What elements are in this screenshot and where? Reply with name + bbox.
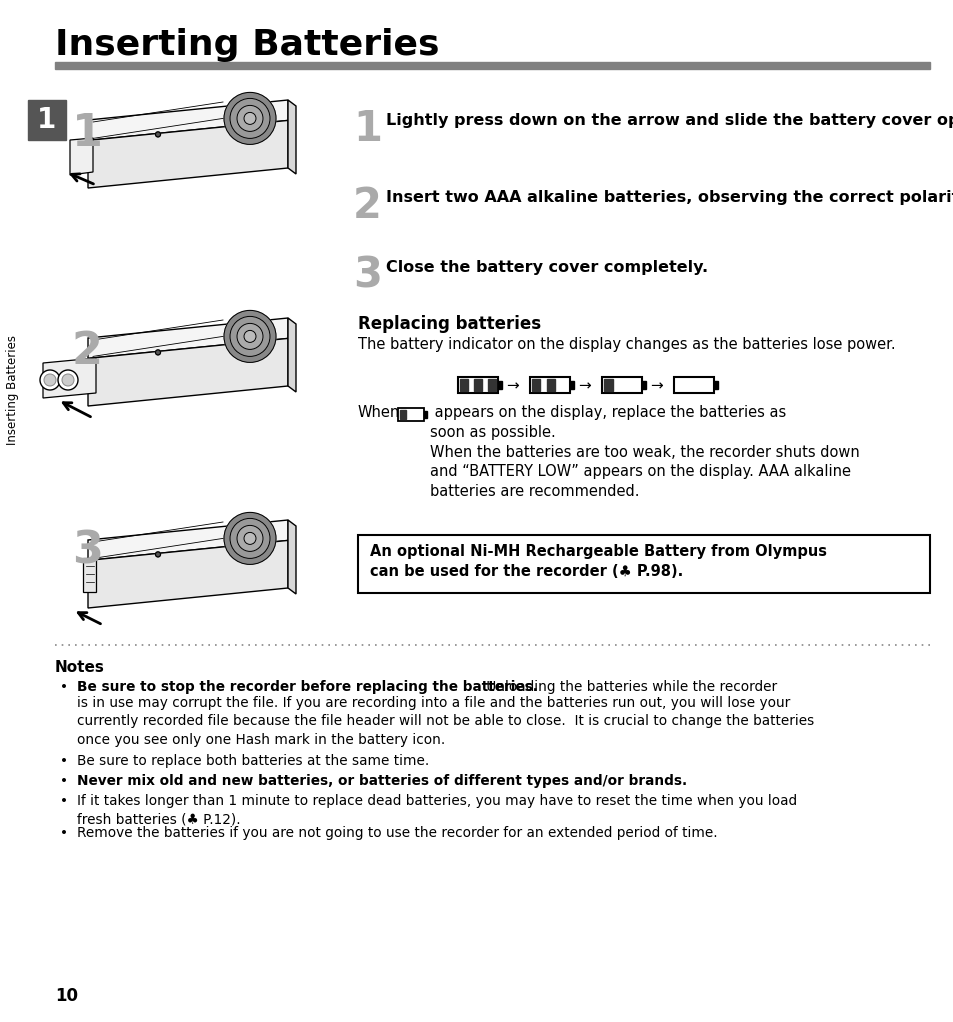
- Bar: [397, 408, 423, 421]
- Bar: [532, 379, 539, 391]
- Bar: [459, 379, 468, 391]
- Text: →: →: [578, 378, 590, 393]
- Text: 1: 1: [71, 112, 103, 155]
- Bar: [28, 100, 66, 140]
- Text: Remove the batteries if you are not going to use the recorder for an extended pe: Remove the batteries if you are not goin…: [77, 826, 717, 840]
- Text: Be sure to replace both batteries at the same time.: Be sure to replace both batteries at the…: [77, 754, 429, 768]
- Bar: [530, 377, 569, 393]
- Polygon shape: [88, 100, 288, 140]
- Bar: [603, 379, 612, 391]
- Text: Insert two AAA alkaline batteries, observing the correct polarity.: Insert two AAA alkaline batteries, obser…: [386, 190, 953, 205]
- Circle shape: [244, 112, 255, 125]
- Text: 3: 3: [71, 530, 103, 573]
- Text: •: •: [60, 826, 68, 840]
- Text: Inserting Batteries: Inserting Batteries: [7, 335, 19, 445]
- Text: Unloading the batteries while the recorder: Unloading the batteries while the record…: [481, 680, 777, 694]
- Text: is in use may corrupt the file. If you are recording into a file and the batteri: is in use may corrupt the file. If you a…: [77, 696, 814, 747]
- Text: If it takes longer than 1 minute to replace dead batteries, you may have to rese: If it takes longer than 1 minute to repl…: [77, 794, 797, 827]
- Polygon shape: [288, 318, 295, 392]
- Circle shape: [236, 323, 263, 350]
- Circle shape: [62, 374, 74, 386]
- Circle shape: [58, 370, 78, 390]
- Text: Replacing batteries: Replacing batteries: [357, 315, 540, 333]
- Bar: [601, 377, 641, 393]
- Circle shape: [230, 98, 270, 138]
- Circle shape: [155, 552, 160, 557]
- Bar: [569, 381, 574, 389]
- Text: →: →: [649, 378, 662, 393]
- Bar: [497, 381, 501, 389]
- Bar: [547, 379, 555, 391]
- Circle shape: [244, 330, 255, 342]
- Bar: [474, 379, 481, 391]
- Polygon shape: [43, 358, 96, 398]
- Circle shape: [44, 374, 56, 386]
- Text: →: →: [505, 378, 518, 393]
- Circle shape: [224, 311, 275, 363]
- Polygon shape: [88, 541, 288, 608]
- Bar: [399, 410, 406, 419]
- Circle shape: [230, 317, 270, 357]
- Polygon shape: [88, 520, 288, 560]
- Circle shape: [155, 350, 160, 355]
- Polygon shape: [88, 338, 288, 406]
- Text: appears on the display, replace the batteries as
soon as possible.
When the batt: appears on the display, replace the batt…: [430, 405, 859, 499]
- Bar: [423, 411, 427, 418]
- Text: 1: 1: [37, 106, 56, 134]
- Text: •: •: [60, 774, 68, 788]
- Text: •: •: [60, 794, 68, 808]
- Circle shape: [224, 92, 275, 144]
- Bar: [673, 377, 713, 393]
- Text: The battery indicator on the display changes as the batteries lose power.: The battery indicator on the display cha…: [357, 337, 895, 352]
- Text: An optional Ni-MH Rechargeable Battery from Olympus
can be used for the recorder: An optional Ni-MH Rechargeable Battery f…: [370, 544, 826, 579]
- Text: Never mix old and new batteries, or batteries of different types and/or brands.: Never mix old and new batteries, or batt…: [77, 774, 686, 788]
- Circle shape: [224, 512, 275, 564]
- Circle shape: [155, 132, 160, 137]
- Text: 1: 1: [353, 108, 381, 150]
- Text: Inserting Batteries: Inserting Batteries: [55, 28, 439, 62]
- Text: Notes: Notes: [55, 660, 105, 675]
- Text: 10: 10: [55, 987, 78, 1005]
- Polygon shape: [88, 318, 288, 359]
- Circle shape: [236, 525, 263, 552]
- Text: 3: 3: [353, 256, 381, 297]
- Bar: [641, 381, 645, 389]
- Text: •: •: [60, 754, 68, 768]
- Bar: [357, 535, 929, 593]
- Text: When: When: [357, 405, 400, 420]
- Bar: [487, 379, 496, 391]
- Text: Lightly press down on the arrow and slide the battery cover open.: Lightly press down on the arrow and slid…: [386, 113, 953, 128]
- Circle shape: [40, 370, 60, 390]
- Text: •: •: [60, 680, 68, 694]
- Polygon shape: [70, 138, 92, 175]
- Polygon shape: [288, 520, 295, 594]
- Polygon shape: [288, 100, 295, 174]
- Circle shape: [230, 518, 270, 558]
- Polygon shape: [88, 121, 288, 188]
- Text: Be sure to stop the recorder before replacing the batteries.: Be sure to stop the recorder before repl…: [77, 680, 537, 694]
- Polygon shape: [83, 558, 96, 592]
- Circle shape: [236, 105, 263, 132]
- Bar: [713, 381, 718, 389]
- Text: 2: 2: [353, 185, 381, 227]
- Text: 2: 2: [71, 330, 103, 373]
- Bar: [457, 377, 497, 393]
- Text: Close the battery cover completely.: Close the battery cover completely.: [386, 260, 707, 275]
- Bar: [55, 62, 929, 69]
- Circle shape: [244, 532, 255, 545]
